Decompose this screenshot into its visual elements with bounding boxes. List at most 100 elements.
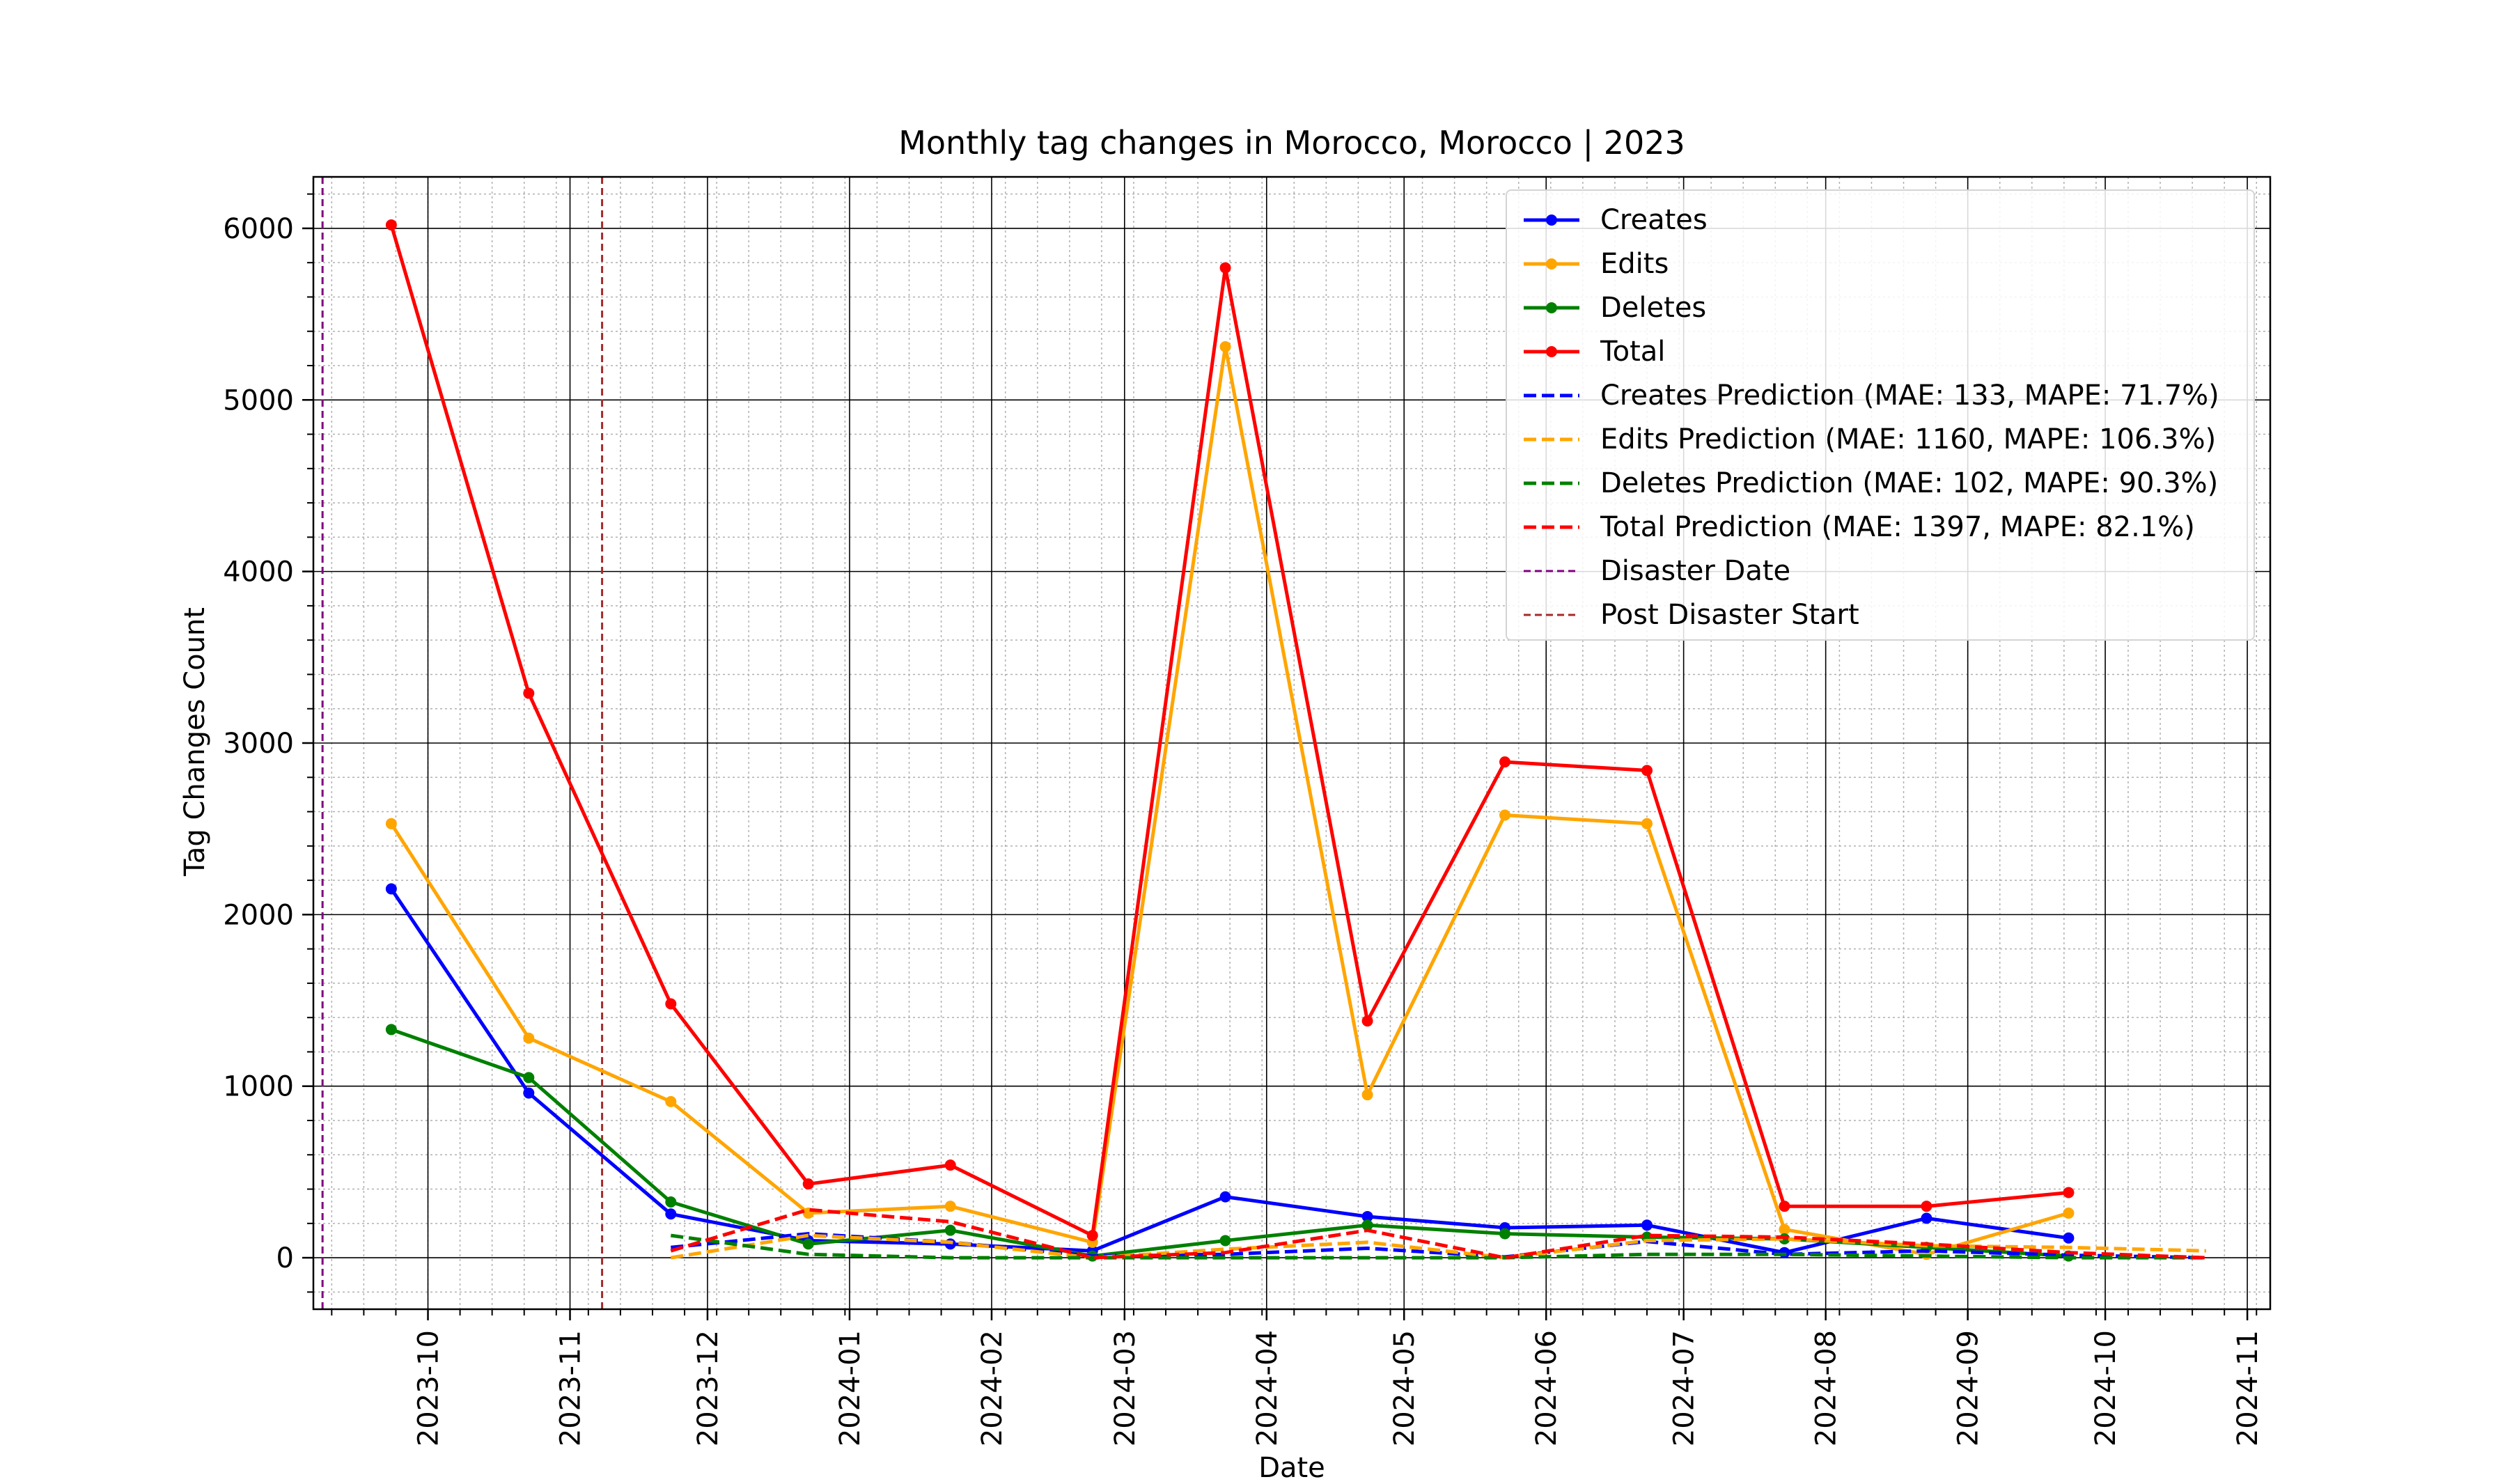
data-point	[2063, 1232, 2075, 1244]
x-axis-label: Date	[1258, 1452, 1325, 1484]
data-point	[1219, 1191, 1231, 1203]
legend: Creates Edits Deletes Total Creates Predicti…	[1506, 189, 2255, 641]
legend-swatch	[1524, 525, 1579, 529]
data-point	[1219, 1235, 1231, 1247]
data-point	[1219, 262, 1231, 274]
x-tick-label: 2024-09	[1953, 1330, 1985, 1446]
legend-label: Edits	[1600, 247, 1669, 280]
legend-label: Total Prediction (MAE: 1397, MAPE: 82.1%…	[1600, 510, 2195, 543]
data-point	[1779, 1201, 1790, 1212]
legend-item: Deletes Prediction (MAE: 102, MAPE: 90.3…	[1521, 461, 2240, 505]
x-tick-label: 2023-11	[555, 1330, 587, 1446]
legend-item: Post Disaster Start	[1521, 593, 2240, 636]
series-line	[670, 1233, 2206, 1260]
data-point	[665, 1208, 677, 1220]
x-tick-label: 2024-01	[834, 1330, 866, 1446]
data-point	[665, 998, 677, 1010]
legend-swatch	[1524, 345, 1579, 357]
legend-swatch	[1524, 437, 1579, 441]
data-point	[802, 1178, 814, 1190]
data-point	[385, 219, 397, 231]
data-point	[1086, 1230, 1098, 1242]
x-tick-label: 2023-10	[413, 1330, 445, 1446]
x-tick-label: 2024-04	[1251, 1330, 1283, 1446]
legend-label: Creates	[1600, 203, 1708, 236]
data-point	[665, 1196, 677, 1208]
x-tick-label: 2024-11	[2232, 1330, 2264, 1446]
x-tick-label: 2024-05	[1389, 1330, 1421, 1446]
data-point	[944, 1224, 956, 1236]
legend-swatch	[1524, 393, 1579, 397]
series-line	[670, 1208, 2206, 1260]
x-tick-label: 2024-03	[1109, 1330, 1141, 1446]
axes	[302, 175, 2272, 1320]
data-point	[1641, 765, 1653, 776]
legend-swatch	[1524, 614, 1579, 616]
legend-item: Disaster Date	[1521, 549, 2240, 593]
data-point	[1641, 1219, 1653, 1231]
legend-swatch	[1524, 258, 1579, 270]
legend-label: Creates Prediction (MAE: 133, MAPE: 71.7…	[1600, 379, 2219, 412]
legend-item: Total	[1521, 329, 2240, 373]
y-tick-label: 0	[276, 1242, 294, 1274]
data-point	[385, 883, 397, 895]
series-line	[670, 1233, 2206, 1260]
data-point	[944, 1201, 956, 1212]
data-point	[802, 1238, 814, 1250]
data-point	[2063, 1187, 2075, 1198]
legend-label: Edits Prediction (MAE: 1160, MAPE: 106.3…	[1600, 423, 2217, 455]
x-tick-label: 2024-02	[976, 1330, 1008, 1446]
y-tick-label: 6000	[223, 213, 294, 245]
data-point	[385, 1024, 397, 1036]
data-point	[523, 687, 535, 699]
tick-labels: 0 1000 2000 3000 4000 5000 6000 2023-10 2023-11 2…	[223, 213, 2264, 1446]
legend-swatch	[1524, 214, 1579, 226]
legend-item: Total Prediction (MAE: 1397, MAPE: 82.1%…	[1521, 505, 2240, 549]
data-point	[1921, 1201, 1932, 1212]
y-tick-label: 4000	[223, 556, 294, 588]
data-point	[1641, 818, 1653, 829]
y-axis-label: Tag Changes Count	[179, 607, 211, 876]
legend-label: Total	[1600, 335, 1666, 368]
data-point	[523, 1072, 535, 1084]
x-tick-label: 2024-06	[1531, 1330, 1563, 1446]
legend-swatch	[1524, 481, 1579, 485]
x-tick-label: 2024-10	[2090, 1330, 2122, 1446]
data-point	[1499, 809, 1511, 821]
data-point	[385, 818, 397, 829]
x-tick-label: 2024-07	[1669, 1330, 1701, 1446]
legend-item: Deletes	[1521, 286, 2240, 329]
data-point	[1361, 1015, 1373, 1027]
data-point	[1499, 756, 1511, 768]
legend-label: Deletes	[1600, 291, 1707, 324]
legend-label: Disaster Date	[1600, 554, 1791, 587]
data-point	[1921, 1212, 1932, 1224]
data-point	[523, 1032, 535, 1044]
data-point	[1361, 1089, 1373, 1101]
legend-item: Creates Prediction (MAE: 133, MAPE: 71.7…	[1521, 373, 2240, 417]
legend-item: Edits Prediction (MAE: 1160, MAPE: 106.3…	[1521, 417, 2240, 461]
data-point	[1219, 341, 1231, 352]
legend-swatch	[1524, 570, 1579, 572]
legend-label: Deletes Prediction (MAE: 102, MAPE: 90.3…	[1600, 467, 2219, 499]
y-tick-label: 1000	[223, 1071, 294, 1103]
data-point	[523, 1087, 535, 1099]
legend-swatch	[1524, 302, 1579, 313]
data-point	[944, 1159, 956, 1171]
x-tick-label: 2024-08	[1811, 1330, 1843, 1446]
legend-item: Creates	[1521, 198, 2240, 242]
plot-frame	[312, 175, 2272, 1311]
y-tick-label: 3000	[223, 728, 294, 760]
data-point	[1499, 1228, 1511, 1240]
series-layer	[385, 219, 2206, 1262]
data-point	[2063, 1208, 2075, 1219]
legend-item: Edits	[1521, 242, 2240, 286]
data-point	[1361, 1219, 1373, 1231]
data-point	[665, 1095, 677, 1107]
data-point	[1779, 1224, 1790, 1235]
legend-label: Post Disaster Start	[1600, 598, 1859, 631]
chart-title: Monthly tag changes in Morocco, Morocco …	[898, 124, 1685, 162]
data-point	[1361, 1210, 1373, 1222]
y-tick-label: 2000	[223, 899, 294, 931]
